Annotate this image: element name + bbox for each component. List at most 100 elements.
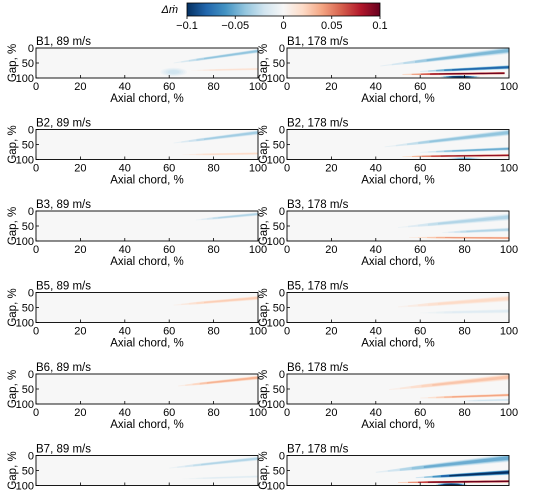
contour-field xyxy=(287,455,509,486)
y-tick-label: 50 xyxy=(22,58,34,70)
x-tick-label: 0 xyxy=(33,489,39,490)
contour-band xyxy=(452,147,509,152)
colorbar: Δṁ −0.1 −0.05 0 0.05 0.1 xyxy=(160,2,388,32)
contour-band xyxy=(449,471,509,477)
x-tick-label: 100 xyxy=(249,163,267,175)
colorbar-tick-label: 0.1 xyxy=(372,20,387,32)
x-tick-label: 20 xyxy=(325,244,337,256)
contour-band xyxy=(477,399,509,401)
panel-title: B6, 178 m/s xyxy=(287,362,349,374)
contour-band xyxy=(445,237,509,239)
x-axis-label: Axial chord, % xyxy=(361,419,435,431)
colorbar-tick-label: −0.1 xyxy=(176,20,198,32)
x-tick-label: 20 xyxy=(74,244,86,256)
x-tick-label: 100 xyxy=(500,489,518,490)
x-tick-label: 20 xyxy=(74,489,86,490)
x-tick-label: 20 xyxy=(74,326,86,338)
x-tick-label: 40 xyxy=(119,244,131,256)
x-tick-label: 80 xyxy=(458,407,470,419)
y-axis-label: Gap, % xyxy=(7,451,19,489)
contour-background xyxy=(287,292,509,323)
y-axis-label: Gap, % xyxy=(7,370,19,408)
x-tick-label: 20 xyxy=(325,163,337,175)
colorbar-tick-label: 0 xyxy=(280,20,286,32)
x-tick-label: 80 xyxy=(207,244,219,256)
x-tick-label: 40 xyxy=(370,81,382,93)
contour-field xyxy=(36,292,258,323)
y-tick-label: 100 xyxy=(267,318,285,330)
y-tick-label: 0 xyxy=(279,288,285,300)
x-tick-label: 0 xyxy=(33,244,39,256)
x-tick-label: 40 xyxy=(119,407,131,419)
y-tick-label: 100 xyxy=(16,236,34,248)
contour-band xyxy=(423,456,509,469)
contour-band xyxy=(206,376,258,384)
contour-band xyxy=(204,50,258,60)
contour-background xyxy=(36,48,258,78)
x-tick-label: 60 xyxy=(163,244,175,256)
x-tick-label: 0 xyxy=(33,81,39,93)
x-tick-label: 0 xyxy=(284,489,290,490)
y-axis-label: Gap, % xyxy=(258,125,270,163)
x-tick-label: 80 xyxy=(458,163,470,175)
x-tick-label: 100 xyxy=(249,244,267,256)
y-tick-label: 100 xyxy=(16,318,34,330)
x-tick-label: 20 xyxy=(325,407,337,419)
x-tick-label: 100 xyxy=(500,244,518,256)
colorbar-gradient xyxy=(186,2,381,17)
x-tick-label: 40 xyxy=(370,407,382,419)
y-tick-label: 0 xyxy=(279,369,285,381)
x-tick-label: 0 xyxy=(33,163,39,175)
x-tick-label: 80 xyxy=(458,81,470,93)
contour-band xyxy=(426,48,509,62)
y-axis-label: Gap, % xyxy=(258,44,270,82)
x-tick-label: 0 xyxy=(284,326,290,338)
y-tick-label: 50 xyxy=(22,384,34,396)
x-axis-label: Axial chord, % xyxy=(361,256,435,268)
contour-band xyxy=(440,154,509,157)
x-axis-label: Axial chord, % xyxy=(110,93,184,105)
y-tick-label: 0 xyxy=(279,43,285,55)
contour-band xyxy=(466,228,509,233)
y-tick-label: 100 xyxy=(267,155,285,167)
contour-band xyxy=(209,476,258,479)
x-tick-label: 0 xyxy=(284,407,290,419)
colorbar-tick-label: 0.05 xyxy=(321,20,342,32)
y-tick-label: 0 xyxy=(28,43,34,55)
panel-title: B2, 89 m/s xyxy=(36,118,91,130)
x-tick-label: 60 xyxy=(163,326,175,338)
x-axis-label: Axial chord, % xyxy=(110,338,184,350)
x-tick-label: 60 xyxy=(414,489,426,490)
y-tick-label: 100 xyxy=(16,155,34,167)
colorbar-label: Δṁ xyxy=(160,4,178,16)
x-tick-label: 20 xyxy=(74,163,86,175)
x-tick-label: 40 xyxy=(370,326,382,338)
y-axis-label: Gap, % xyxy=(258,451,270,489)
x-tick-label: 60 xyxy=(414,326,426,338)
contour-band xyxy=(437,215,509,225)
y-tick-label: 50 xyxy=(22,466,34,478)
x-tick-label: 0 xyxy=(33,326,39,338)
x-tick-label: 80 xyxy=(458,244,470,256)
contour-band xyxy=(444,483,459,485)
x-axis-label: Axial chord, % xyxy=(110,419,184,431)
y-tick-label: 0 xyxy=(28,451,34,463)
panel-title: B7, 178 m/s xyxy=(287,444,349,456)
y-tick-label: 100 xyxy=(267,73,285,85)
x-tick-label: 100 xyxy=(249,489,267,490)
y-tick-label: 0 xyxy=(279,125,285,137)
contour-band xyxy=(204,131,258,140)
y-axis-label: Gap, % xyxy=(7,44,19,82)
contour-band xyxy=(451,76,469,78)
contour-field xyxy=(287,129,509,160)
x-tick-label: 80 xyxy=(207,326,219,338)
x-tick-label: 0 xyxy=(284,244,290,256)
x-tick-label: 40 xyxy=(370,244,382,256)
y-axis-label: Gap, % xyxy=(7,125,19,163)
